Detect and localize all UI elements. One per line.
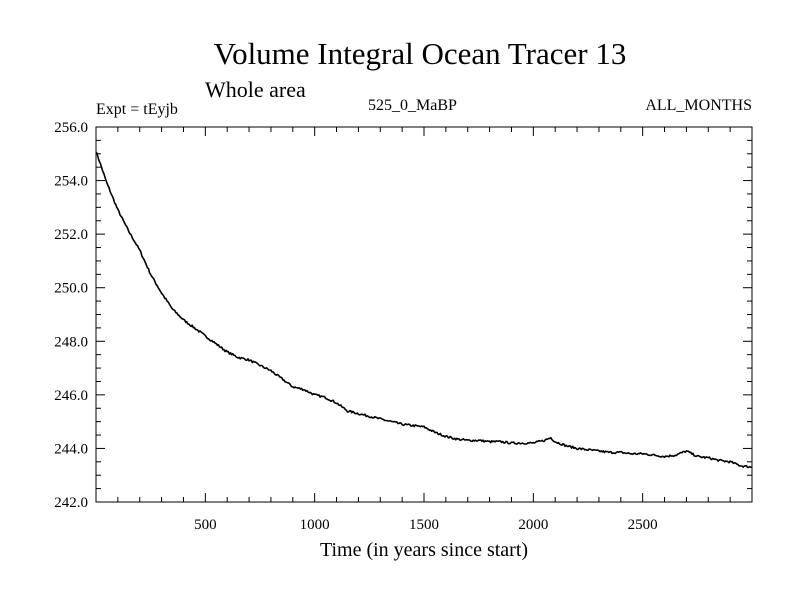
experiment-label: Expt = tEyjb <box>96 101 178 118</box>
y-tick-label: 246.0 <box>54 388 88 404</box>
y-tick-label: 250.0 <box>54 281 88 297</box>
x-tick-label: 2000 <box>518 517 548 533</box>
x-tick-label: 1000 <box>300 517 330 533</box>
x-tick-label: 500 <box>194 517 217 533</box>
x-axis-label: Time (in years since start) <box>320 539 528 561</box>
x-axis-ticks: 500 1000 1500 2000 2500 <box>117 127 731 533</box>
y-tick-label: 256.0 <box>54 120 88 136</box>
y-tick-label: 242.0 <box>54 495 88 511</box>
chart-title: Volume Integral Ocean Tracer 13 <box>214 36 627 71</box>
y-tick-label: 248.0 <box>54 334 88 350</box>
chart-subtitle: Whole area <box>205 77 306 102</box>
months-label: ALL_MONTHS <box>645 97 752 114</box>
x-tick-label: 2500 <box>628 517 658 533</box>
x-tick-label: 1500 <box>409 517 439 533</box>
y-axis-ticks: 242.0 244.0 246.0 248.0 250.0 252.0 254.0 256.0 <box>54 120 752 511</box>
y-tick-label: 254.0 <box>54 174 88 190</box>
y-tick-label: 244.0 <box>54 441 88 457</box>
period-label: 525_0_MaBP <box>368 97 457 114</box>
plot-frame <box>95 126 753 503</box>
series-line-tracer-13 <box>95 151 752 469</box>
y-tick-label: 252.0 <box>54 227 88 243</box>
